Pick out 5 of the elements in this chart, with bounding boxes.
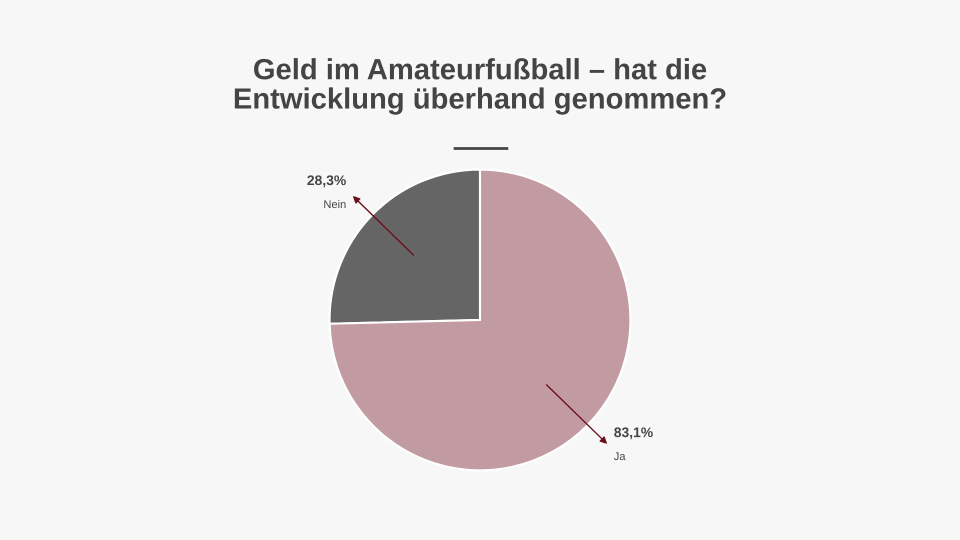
chart-title: Geld im Amateurfußball – hat die Entwicklung überhand genommen? (234, 58, 726, 115)
slice-label: Nein (324, 200, 346, 208)
slice-label: Ja (614, 452, 626, 460)
data-label: 83,1% (614, 427, 653, 440)
data-label: 28,3% (307, 175, 346, 188)
